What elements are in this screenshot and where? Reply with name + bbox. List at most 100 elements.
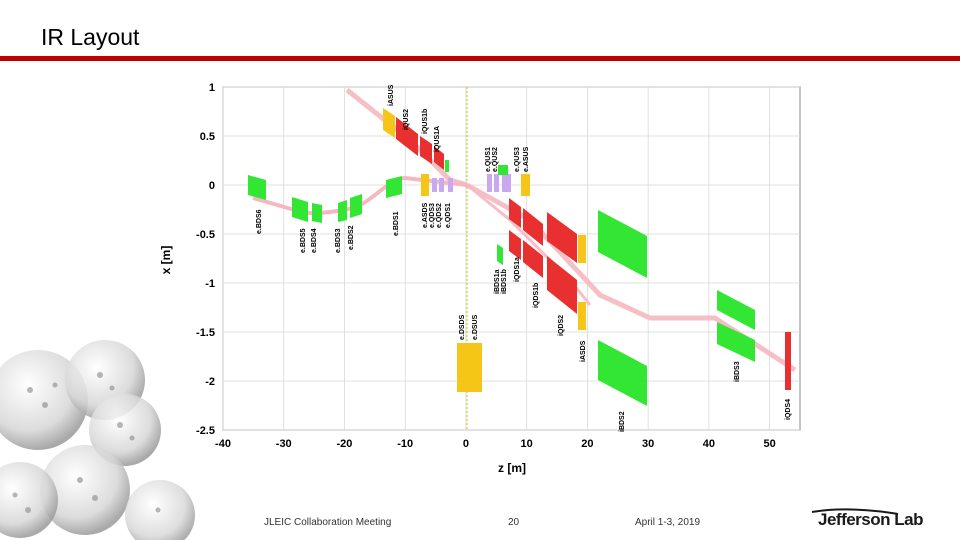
ir-layout-diagram: -40 -30 -20 -10 0 10 20 30 40 50 1 0.5 0 -0.5 -1 -1.5 -2…: [159, 82, 801, 475]
magnet-eQUS2: [494, 174, 499, 192]
magnet-label: e.DSDS: [459, 314, 466, 340]
detector-solenoid: [457, 343, 482, 392]
magnet-iQUS1A: [434, 146, 444, 170]
magnet-iQDS1a-top: [509, 198, 521, 228]
magnet-label: e.ASUS: [523, 146, 530, 172]
magnet-iQUS-small: [445, 160, 449, 172]
magnet-label: e.BDS5: [300, 228, 307, 253]
x-axis-label: z [m]: [498, 461, 526, 475]
magnet-iBDS3-top: [717, 290, 755, 330]
magnet-label: iBDS2: [619, 411, 626, 432]
magnet-label: iQDS2: [558, 315, 565, 336]
magnet-eBDS1: [386, 176, 402, 198]
x-tick-label: 30: [642, 438, 654, 450]
magnet-iASUS: [383, 108, 395, 138]
magnet-label: iQDS1b: [533, 283, 540, 308]
slide-title: IR Layout: [41, 24, 140, 50]
magnet-eQDS1: [448, 178, 453, 192]
x-tick-label: 0: [463, 438, 469, 450]
x-tick-label: -30: [276, 438, 292, 450]
x-tick-label: 50: [764, 438, 776, 450]
logo-text: Jefferson Lab: [818, 510, 923, 529]
ion-downstream-magnets: [497, 198, 791, 406]
magnet-labels: iASUS iQUS2 iQUS1b iQUS1A e.QUS1 e.QUS2 e.QUS3…: [256, 84, 792, 432]
magnet-iBDS2: [598, 340, 647, 406]
magnet-eASUS: [521, 174, 530, 196]
magnet-label: e.BDS4: [311, 228, 318, 253]
magnet-iBDS3: [717, 322, 755, 362]
magnet-label: iBDS1b: [501, 269, 508, 294]
magnet-label: e.QUS3: [514, 147, 521, 172]
x-tick-label: 10: [521, 438, 533, 450]
magnet-label: iQDS1a: [514, 257, 521, 282]
magnet-eQUS3: [502, 174, 511, 192]
magnet-label: e.BDS3: [335, 228, 342, 253]
x-tick-label: 40: [703, 438, 715, 450]
magnet-label: iQDS4: [785, 399, 792, 420]
x-tick-label: -20: [337, 438, 353, 450]
magnet-label: iASDS: [580, 340, 587, 362]
magnet-iQUS2: [396, 117, 418, 156]
magnet-label: e.BDS1: [393, 211, 400, 236]
magnet-eQDS2: [439, 178, 444, 192]
magnet-iQDS2-top: [547, 212, 577, 263]
x-tick-label: -40: [215, 438, 231, 450]
magnet-eQDS3: [432, 178, 437, 192]
magnet-label: e.QDS1: [445, 203, 452, 228]
y-tick-label: -0.5: [196, 229, 215, 241]
y-tick-label: -1: [205, 278, 215, 290]
magnet-label: e.QUS1: [485, 147, 492, 172]
y-tick-label: -2.5: [196, 425, 215, 437]
magnet-iASDS: [578, 302, 586, 330]
title-bar: [0, 56, 960, 61]
magnet-iBDS1a: [497, 244, 503, 265]
magnet-eBDS6: [248, 175, 266, 200]
y-tick-label: -2: [205, 376, 215, 388]
footer-page-number: 20: [508, 517, 520, 528]
magnet-label: e.DSUS: [472, 314, 479, 340]
magnet-label: iQUS2: [403, 109, 410, 130]
magnet-eBDS4: [312, 203, 322, 223]
magnet-iBDS2-top: [598, 210, 647, 278]
magnet-iASDS-top: [578, 235, 586, 263]
magnet-iQDS2: [547, 256, 577, 314]
magnet-iQDS1a: [509, 230, 521, 260]
magnet-label: iASUS: [388, 84, 395, 106]
x-tick-label: 20: [581, 438, 593, 450]
magnet-label: iBDS3: [734, 361, 741, 382]
magnet-label: e.ASDS: [422, 202, 429, 228]
magnet-label: e.BDS6: [256, 209, 263, 234]
ion-upstream-magnets: [383, 108, 449, 172]
magnet-eQUS-green: [498, 165, 508, 175]
magnet-label: e.BDS2: [348, 225, 355, 250]
grid: [222, 86, 800, 431]
magnet-iQDS1b: [523, 240, 543, 278]
magnet-label: iQUS1A: [434, 126, 441, 152]
y-tick-label: -1.5: [196, 327, 215, 339]
x-tick-label: -10: [397, 438, 413, 450]
plot-area: [222, 86, 801, 431]
logo-swoosh-icon: [811, 508, 899, 515]
bubbles-decoration: [0, 340, 195, 540]
magnet-eBDS5: [292, 197, 308, 222]
magnet-label: iQUS1b: [422, 109, 429, 134]
y-tick-label: 1: [209, 82, 215, 94]
magnet-label: e.QUS2: [492, 147, 499, 172]
magnet-iQDS4: [785, 332, 791, 390]
magnet-eQUS1: [487, 174, 492, 192]
magnet-label: e.QDS3: [429, 203, 436, 228]
y-axis-label: x [m]: [159, 246, 173, 275]
magnet-label: e.QDS2: [436, 203, 443, 228]
magnet-eBDS3: [338, 200, 347, 222]
magnet-eBDS2: [350, 194, 362, 218]
magnet-eASDS: [421, 174, 429, 196]
tick-labels: -40 -30 -20 -10 0 10 20 30 40 50 1 0.5 0 -0.5 -1 -1.5 -2…: [196, 82, 776, 450]
magnet-label: iBDS1a: [494, 269, 501, 294]
magnet-iQUS1b: [420, 136, 432, 164]
y-tick-label: 0: [209, 180, 215, 192]
electron-dipoles-upstream: [248, 175, 402, 223]
footer-date: April 1-3, 2019: [635, 517, 701, 528]
magnet-iQDS1b-top: [523, 208, 543, 246]
electron-near-ip-magnets: [421, 165, 530, 196]
y-tick-label: 0.5: [200, 131, 215, 143]
